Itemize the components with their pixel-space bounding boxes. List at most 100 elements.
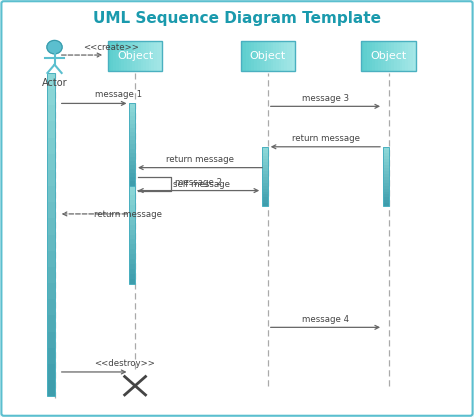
Bar <box>47 299 55 315</box>
Bar <box>129 220 135 225</box>
Bar <box>262 150 268 153</box>
Bar <box>383 201 389 203</box>
Bar <box>47 315 55 332</box>
Bar <box>389 41 392 71</box>
Bar <box>378 41 381 71</box>
Bar <box>361 41 365 71</box>
Bar <box>47 73 55 89</box>
Text: Actor: Actor <box>42 78 67 88</box>
Bar <box>276 41 279 71</box>
Bar <box>129 157 135 161</box>
Bar <box>129 274 135 279</box>
Bar <box>402 41 405 71</box>
Bar <box>152 41 155 71</box>
Bar <box>383 165 389 168</box>
Bar <box>47 186 55 202</box>
Bar <box>129 136 135 141</box>
Bar <box>240 41 244 71</box>
Bar <box>129 169 135 173</box>
Bar <box>157 41 160 71</box>
Bar <box>383 180 389 183</box>
Text: UML Sequence Diagram Template: UML Sequence Diagram Template <box>93 11 381 26</box>
Bar <box>262 41 265 71</box>
Bar <box>262 153 268 156</box>
Bar <box>243 41 246 71</box>
Bar <box>47 121 55 138</box>
Bar <box>129 186 135 191</box>
Bar <box>149 41 152 71</box>
Bar <box>292 41 295 71</box>
Bar <box>129 148 135 153</box>
Bar <box>410 41 414 71</box>
Bar <box>47 251 55 267</box>
Bar <box>129 161 135 165</box>
Bar <box>262 147 268 206</box>
Bar <box>383 162 389 165</box>
Bar <box>273 41 276 71</box>
Bar <box>262 173 268 177</box>
Text: return message: return message <box>292 134 360 143</box>
Bar <box>110 41 114 71</box>
Bar <box>47 364 55 380</box>
Bar <box>413 41 416 71</box>
Bar <box>290 41 293 71</box>
Bar <box>132 41 136 71</box>
Bar <box>138 41 141 71</box>
Bar <box>392 41 394 71</box>
Bar <box>282 41 284 71</box>
Bar <box>47 348 55 364</box>
Bar <box>129 112 135 116</box>
Bar <box>129 141 135 145</box>
Bar <box>254 41 257 71</box>
Text: message 4: message 4 <box>302 314 349 324</box>
Bar <box>113 41 117 71</box>
Bar <box>383 147 389 206</box>
Bar <box>129 132 135 136</box>
Bar <box>129 177 135 181</box>
Bar <box>47 202 55 219</box>
Bar <box>129 195 135 200</box>
Bar <box>262 194 268 198</box>
Text: message 2: message 2 <box>175 178 222 187</box>
Bar <box>129 144 135 148</box>
Bar <box>129 249 135 254</box>
Bar <box>129 239 135 244</box>
Bar <box>129 108 135 112</box>
Bar <box>47 73 55 396</box>
Bar <box>129 128 135 132</box>
Bar <box>381 41 383 71</box>
Bar <box>383 150 389 153</box>
Text: self message: self message <box>173 180 230 189</box>
Bar <box>129 41 133 71</box>
Bar <box>262 191 268 194</box>
Bar <box>257 41 260 71</box>
Bar <box>143 41 146 71</box>
Bar <box>129 205 135 210</box>
Bar <box>47 267 55 283</box>
Bar <box>129 210 135 215</box>
Circle shape <box>47 40 62 54</box>
Bar <box>279 41 282 71</box>
Bar <box>383 173 389 177</box>
Bar <box>262 201 268 203</box>
Bar <box>129 254 135 259</box>
Bar <box>129 103 135 108</box>
Bar <box>129 186 135 284</box>
Bar <box>367 41 370 71</box>
Bar <box>262 171 268 173</box>
Bar <box>246 41 249 71</box>
Bar <box>262 156 268 159</box>
Bar <box>129 225 135 230</box>
Bar <box>129 165 135 169</box>
Bar <box>383 156 389 159</box>
Bar <box>370 41 373 71</box>
Bar <box>129 269 135 274</box>
Bar <box>284 41 287 71</box>
Bar <box>268 41 271 71</box>
Bar <box>383 198 389 201</box>
Bar <box>129 279 135 284</box>
Bar <box>47 235 55 251</box>
Bar <box>129 120 135 124</box>
Bar <box>47 154 55 170</box>
Bar <box>118 41 122 71</box>
